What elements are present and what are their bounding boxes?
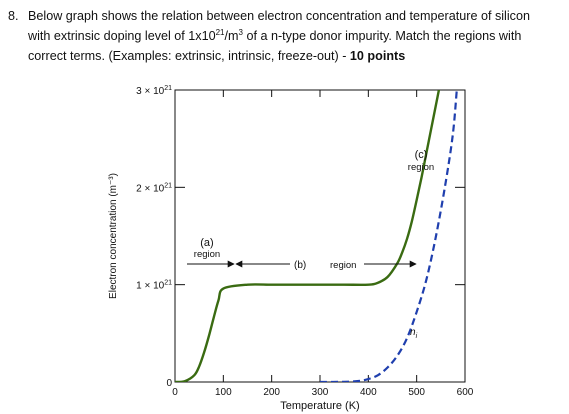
annotation-b-word: region	[330, 260, 356, 271]
annotation-b: (b) region	[235, 260, 417, 271]
x-tick-label: 500	[408, 387, 425, 398]
x-tick-label: 200	[263, 387, 280, 398]
series-layer	[175, 90, 458, 382]
question-number: 8.	[8, 9, 19, 23]
annotation-c: (c) region	[408, 149, 434, 173]
y-tick-label: 3 × 1021	[136, 85, 172, 97]
intrinsic-concentration-line	[319, 90, 458, 382]
question-line1-text: Below graph shows the relation between e…	[28, 9, 530, 23]
question-line3-text: correct terms. (Examples: extrinsic, int…	[28, 49, 350, 63]
annotation-c-word: region	[408, 162, 434, 173]
y-tick-label: 0	[166, 378, 172, 389]
x-tick-label: 400	[360, 387, 377, 398]
y-tick-label: 1 × 1021	[136, 280, 172, 292]
electron-concentration-line	[175, 90, 441, 382]
x-axis-label: Temperature (K)	[280, 400, 359, 412]
question-line2-suffix: of a n-type donor impurity. Match the re…	[242, 29, 522, 43]
question-line2-exponent-2: 3	[238, 27, 243, 37]
y-ticks: 0 1 × 1021 2 × 1021 3 × 1021	[136, 85, 465, 389]
question-line-3: correct terms. (Examples: extrinsic, int…	[8, 46, 561, 66]
plot-frame	[174, 89, 466, 383]
annotation-a-word: region	[194, 249, 220, 260]
x-tick-label: 300	[312, 387, 329, 398]
annotation-a-letter: (a)	[200, 237, 213, 249]
points-label: 10 points	[349, 49, 406, 63]
question-text: 8. Below graph shows the relation between…	[8, 6, 561, 66]
x-tick-label: 100	[215, 387, 232, 398]
annotation-a: (a) region	[187, 237, 235, 268]
annotation-c-letter: (c)	[415, 149, 428, 161]
x-tick-label: 0	[172, 387, 178, 398]
question-line2-mid: /m	[224, 29, 239, 43]
question-line-2: with extrinsic doping level of 1x1021/m3…	[8, 26, 561, 46]
y-tick-label: 2 × 1021	[136, 182, 172, 194]
question-line2-prefix: with extrinsic doping level of 1x10	[28, 29, 216, 43]
y-axis-label: Electron concentration (m⁻³)	[108, 173, 119, 299]
question-line2-exponent: 21	[215, 27, 225, 37]
annotation-b-letter: (b)	[294, 260, 306, 271]
ni-series-label: ni	[410, 327, 418, 340]
x-tick-label: 600	[457, 387, 474, 398]
question-line-1: 8. Below graph shows the relation between…	[8, 6, 561, 26]
